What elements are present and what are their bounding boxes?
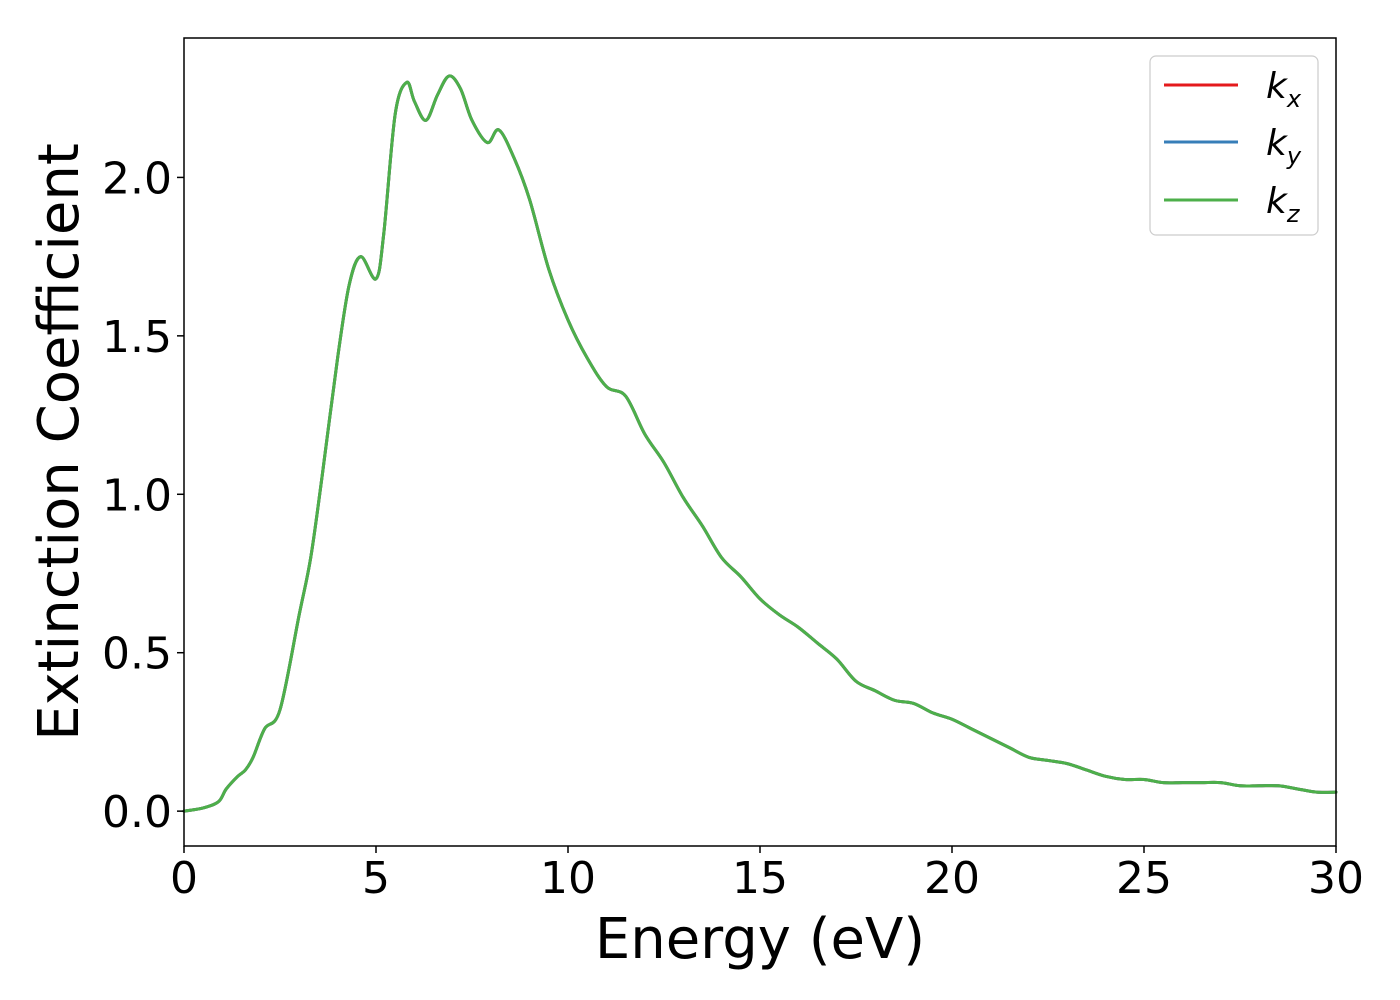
y-tick-label: 1.5: [102, 312, 172, 363]
x-tick-label: 10: [540, 853, 596, 904]
legend-label-ky: ky: [1266, 123, 1302, 170]
y-axis-ticks: 0.0 0.5 1.0 1.5 2.0: [102, 153, 184, 838]
series-line-k_z: [182, 74, 1338, 813]
plot-lines: [182, 74, 1338, 813]
x-tick-label: 20: [924, 853, 980, 904]
y-axis-label: Extinction Coefficient: [27, 143, 92, 741]
x-tick-label: 15: [732, 853, 788, 904]
x-axis-label: Energy (eV): [595, 907, 925, 972]
y-tick-label: 0.0: [102, 787, 172, 838]
y-tick-label: 0.5: [102, 629, 172, 680]
x-tick-label: 30: [1308, 853, 1364, 904]
x-tick-label: 0: [170, 853, 198, 904]
legend-label-kx: kx: [1266, 66, 1302, 113]
y-tick-label: 1.0: [102, 470, 172, 521]
x-axis-ticks: 0 5 10 15 20 25 30: [170, 846, 1364, 904]
y-tick-label: 2.0: [102, 153, 172, 204]
x-tick-label: 5: [362, 853, 390, 904]
legend: kx ky kz: [1149, 55, 1319, 236]
legend-label-kz: kz: [1266, 181, 1301, 228]
x-tick-label: 25: [1116, 853, 1172, 904]
legend-box: [1149, 55, 1319, 236]
